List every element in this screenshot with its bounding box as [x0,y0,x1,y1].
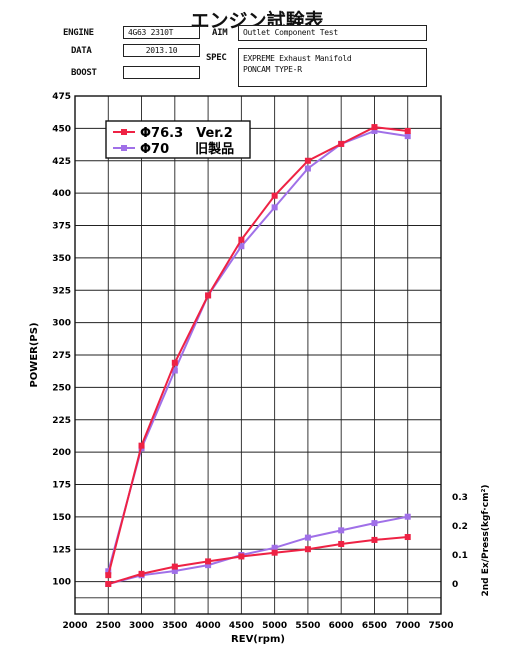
data-point-old-power [271,204,278,211]
data-point-new-power [238,236,245,243]
data-value-box: 2013.10 [123,44,200,57]
y-tick-label: 175 [52,481,71,491]
data-point-old-pressure [404,513,411,520]
y-tick-labels: 100 125 150 175 200 225 250 275 300 325 350 375 400 4… [52,92,71,588]
series-line-old-power [107,129,408,572]
y-tick-label: 125 [52,545,71,555]
data-point-new-power [338,140,345,147]
legend-label: Φ70 旧製品 [140,141,234,157]
series-line-old-pressure [108,515,408,585]
x-tick-label: 6500 [362,621,387,631]
aim-value-box: Outlet Component Test [238,25,427,41]
y-tick-label: 100 [52,578,71,588]
y2-tick-label: 0.2 [452,522,468,532]
y-tick-label: 325 [52,286,71,296]
data-point-new-pressure [138,570,145,577]
aim-label: AIM [212,28,228,38]
data-point-new-power [205,292,212,299]
legend-swatch-marker [121,145,127,151]
x-tick-label: 2000 [62,621,87,631]
x-tick-label: 3000 [129,621,154,631]
y-tick-label: 450 [52,124,71,134]
y-tick-label: 400 [52,189,71,199]
y-tick-label: 475 [52,92,71,102]
x-tick-label: 4000 [196,621,221,631]
data-point-new-pressure [404,534,411,541]
data-point-old-power [171,367,178,374]
y-tick-label: 150 [52,513,71,523]
y-tick-label: 350 [52,254,71,264]
data-point-new-power [171,359,178,366]
data-label: DATA [71,46,92,56]
x-tick-label: 2500 [96,621,121,631]
data-point-new-power [404,127,411,134]
legend-label: Φ76.3 Ver.2 [140,126,233,141]
data-point-new-power [304,157,311,164]
x-tick-label: 3500 [162,621,187,631]
data-point-new-power [105,572,112,579]
y-tick-label: 375 [52,222,71,232]
x-tick-label: 4500 [229,621,254,631]
data-point-new-power [271,192,278,199]
y-tick-label: 250 [52,383,71,393]
y-axis-label: POWER(PS) [29,322,40,387]
x-tick-label: 5000 [262,621,287,631]
data-point-old-pressure [171,567,178,574]
x-tick-labels: 2000 2500 3000 3500 4000 4500 5000 5500 6000 6500… [62,621,453,631]
data-point-old-power [238,243,245,250]
y-tick-label: 425 [52,157,71,167]
data-point-old-pressure [338,527,345,534]
data-point-new-pressure [338,540,345,547]
data-point-new-pressure [271,549,278,556]
x-tick-label: 7000 [395,621,420,631]
data-point-old-pressure [371,520,378,527]
boost-value-box [123,66,200,79]
y2-tick-label: 0.3 [452,493,468,503]
series-line-new-pressure [108,536,408,585]
data-point-old-power [371,127,378,134]
spec-value-box: EXPREME Exhaust Manifold PONCAM TYPE-R [238,48,427,87]
y-tick-label: 225 [52,416,71,426]
data-point-new-power [138,442,145,449]
data-point-new-pressure [304,546,311,553]
series-layer [105,124,411,587]
series-line-new-power [107,126,408,576]
data-point-old-pressure [304,534,311,541]
data-point-old-power [304,165,311,172]
x-tick-label: 6000 [329,621,354,631]
data-point-new-pressure [171,563,178,570]
boost-label: BOOST [71,68,97,78]
data-point-new-pressure [105,581,112,587]
y2-axis-label: 2nd Ex/Press(kgf·cm²) [481,485,491,597]
y-tick-label: 200 [52,448,71,458]
spec-line-1: EXPREME Exhaust Manifold [243,54,352,63]
x-tick-label: 7500 [428,621,453,631]
x-axis-label: REV(rpm) [231,634,285,645]
y-tick-label: 275 [52,351,71,361]
spec-label: SPEC [206,53,227,63]
legend-swatch-marker [121,129,127,135]
data-point-new-pressure [205,558,212,565]
plot-frame [74,95,442,615]
grid-lines [74,95,442,614]
y2-tick-labels: 0 0.1 0.2 0.3 [452,493,468,590]
data-point-new-pressure [371,536,378,543]
spec-line-2: PONCAM TYPE-R [243,65,302,74]
data-point-new-power [371,124,378,131]
y2-tick-label: 0.1 [452,551,468,561]
engine-value-box: 4G63 2310T [123,26,200,39]
data-point-new-pressure [238,553,245,560]
data-point-old-pressure [205,562,212,569]
data-point-old-power [404,133,411,140]
data-point-old-pressure [271,544,278,551]
engine-label: ENGINE [63,28,94,38]
y-tick-label: 300 [52,319,71,329]
legend-box [105,120,251,159]
x-tick-label: 5500 [295,621,320,631]
y2-tick-label: 0 [452,580,458,590]
